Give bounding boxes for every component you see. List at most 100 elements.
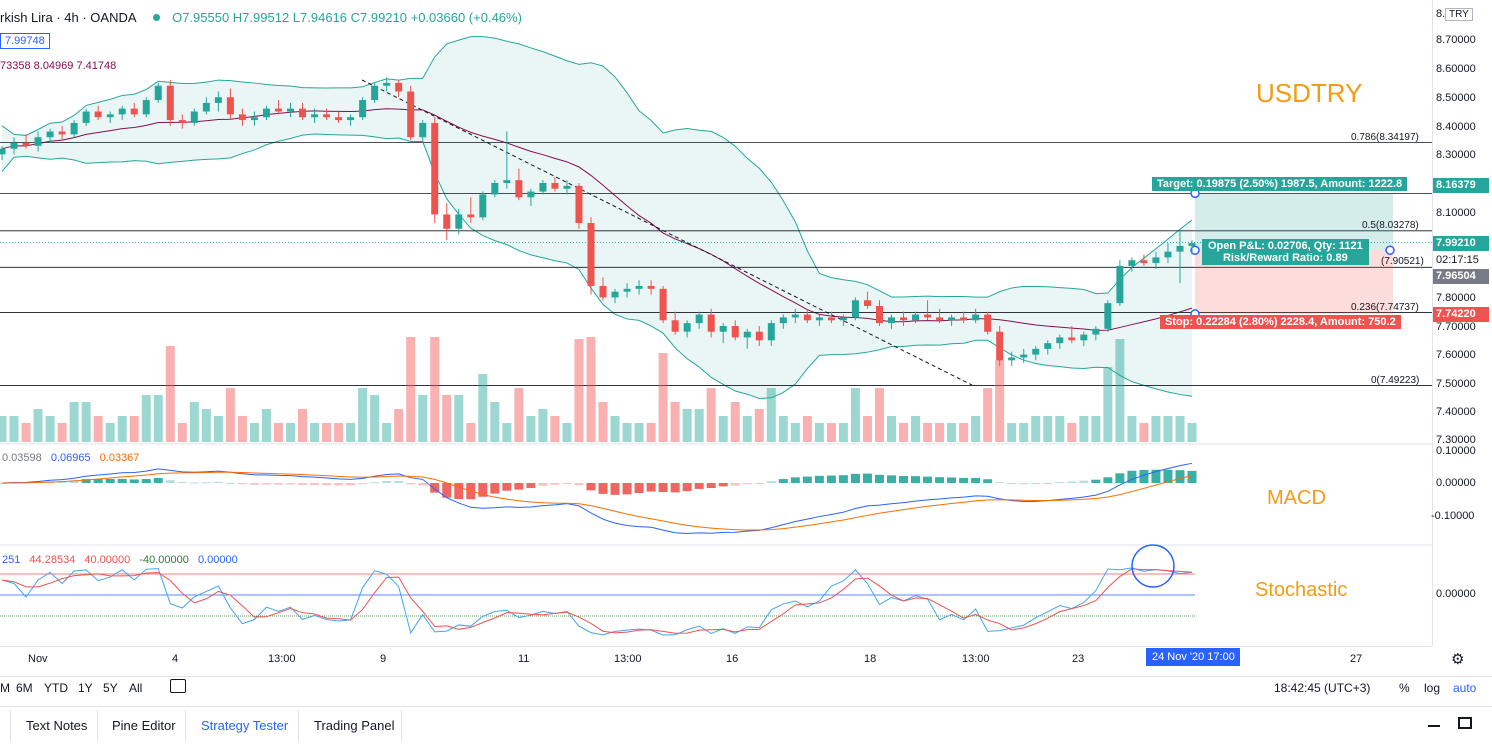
volume-bar — [983, 388, 993, 442]
volume-bar — [694, 409, 704, 442]
candle-body — [1152, 257, 1160, 264]
time-axis-label: 18 — [864, 653, 877, 665]
bottom-tabs — [0, 706, 1492, 747]
time-axis-label: 4 — [172, 653, 179, 665]
candle-body — [299, 108, 307, 118]
macd-histogram-bar — [273, 483, 283, 485]
volume-bar — [334, 423, 344, 442]
settings-gear-icon[interactable]: ⚙ — [1451, 651, 1465, 668]
macd-histogram-bar — [514, 483, 524, 490]
volume-bar — [213, 416, 223, 442]
volume-bar — [754, 409, 764, 442]
symbol-label[interactable]: rkish Lira · 4h · OANDA — [0, 10, 136, 25]
macd-histogram-bar — [983, 479, 993, 483]
range-button-m[interactable]: M — [0, 681, 10, 695]
candle-body — [250, 117, 258, 121]
macd-histogram-bar — [1175, 470, 1185, 483]
macd-histogram-bar — [790, 477, 800, 483]
percent-toggle[interactable]: % — [1399, 681, 1410, 695]
candle-body — [407, 91, 415, 138]
macd-histogram-bar — [995, 482, 1005, 484]
stoch-d-line — [1, 568, 1193, 634]
volume-bar — [285, 423, 295, 442]
candle-body — [1176, 245, 1184, 252]
range-button-6m[interactable]: 6M — [16, 681, 33, 695]
minimize-icon[interactable] — [1428, 725, 1440, 727]
candle-body — [695, 314, 703, 324]
stop-label[interactable]: Stop: 0.22284 (2.80%) 2228.4, Amount: 75… — [1160, 315, 1401, 329]
candle-body — [82, 111, 90, 123]
candle-body — [503, 180, 511, 183]
time-axis-label: 23 — [1072, 653, 1085, 665]
macd-axis-010: 0.10000 — [1436, 445, 1476, 457]
bollinger-fill — [2, 36, 1192, 399]
clock[interactable]: 18:42:45 (UTC+3) — [1274, 681, 1371, 695]
price-axis-label: 7.40000 — [1436, 406, 1476, 418]
candle-body — [996, 331, 1004, 361]
price-axis[interactable] — [1432, 0, 1492, 646]
tab-trading-panel[interactable]: Trading Panel — [314, 718, 395, 733]
time-axis-label: 27 — [1350, 653, 1363, 665]
date-range-icon[interactable] — [170, 679, 186, 693]
volume-bar — [730, 402, 740, 442]
price-axis-label: 8.50000 — [1436, 92, 1476, 104]
macd-histogram-bar — [838, 475, 848, 483]
target-label[interactable]: Target: 0.19875 (2.50%) 1987.5, Amount: … — [1152, 177, 1408, 191]
macd-histogram-bar — [1043, 483, 1053, 484]
volume-bar — [874, 388, 884, 442]
pnl-label[interactable]: Open P&L: 0.02706, Qty: 1121 Risk/Reward… — [1202, 239, 1369, 265]
candle-body — [1116, 265, 1124, 304]
macd-histogram-bar — [947, 477, 957, 483]
range-button-all[interactable]: All — [129, 681, 143, 695]
log-toggle[interactable]: log — [1424, 681, 1441, 695]
candle-body — [875, 305, 883, 324]
market-open-dot-icon — [153, 14, 161, 21]
bottom-toolbar — [0, 676, 1492, 703]
range-button-ytd[interactable]: YTD — [44, 681, 68, 695]
volume-bar — [346, 423, 356, 442]
volume-bar — [1115, 339, 1125, 442]
macd-histogram-bar — [141, 479, 151, 483]
volume-bar — [81, 402, 91, 442]
bollinger-legend: 73358 8.04969 7.41748 — [0, 60, 117, 72]
candle-body — [1188, 243, 1196, 246]
candle-body — [575, 185, 583, 224]
macd-histogram-bar — [1007, 483, 1017, 484]
fib-label-0: 0(7.49223) — [1371, 375, 1420, 386]
tab-text-notes[interactable]: Text Notes — [26, 718, 88, 733]
macd-histogram-bar — [899, 476, 909, 483]
candle-body — [647, 285, 655, 289]
candle-body — [1128, 260, 1136, 266]
macd-histogram-bar — [502, 483, 512, 491]
last-price-tag: 7.99210 — [1433, 236, 1489, 251]
macd-histogram-bar — [1055, 482, 1065, 484]
stoch-legend-upper: 40.00000 — [84, 554, 131, 566]
volume-bar — [1055, 416, 1065, 442]
maximize-icon[interactable] — [1458, 717, 1472, 729]
auto-toggle[interactable]: auto — [1453, 681, 1477, 695]
macd-legend-hist: 0.03598 — [2, 452, 42, 464]
candle-body — [900, 317, 908, 321]
volume-bar — [550, 416, 560, 442]
candle-body — [34, 137, 42, 146]
chart-header: rkish Lira · 4h · OANDA O7.95550 H7.9951… — [0, 8, 522, 28]
candle-body — [467, 214, 475, 218]
macd-histogram-bar — [538, 483, 548, 486]
volume-bar — [802, 416, 812, 442]
volume-bar — [117, 416, 127, 442]
candle-body — [839, 317, 847, 321]
range-button-1y[interactable]: 1Y — [78, 681, 93, 695]
tab-pine-editor[interactable]: Pine Editor — [112, 718, 176, 733]
tab-strategy-tester[interactable]: Strategy Tester — [201, 718, 289, 733]
volume-bar — [850, 388, 860, 442]
candle-body — [262, 108, 270, 118]
currency-badge[interactable]: TRY — [1445, 8, 1473, 21]
macd-histogram-bar — [334, 483, 344, 486]
macd-histogram-bar — [874, 474, 884, 483]
macd-histogram-bar — [850, 473, 860, 483]
time-axis[interactable] — [0, 646, 1432, 673]
candle-body — [130, 108, 138, 115]
position-handle — [1190, 245, 1200, 255]
range-button-5y[interactable]: 5Y — [103, 681, 118, 695]
